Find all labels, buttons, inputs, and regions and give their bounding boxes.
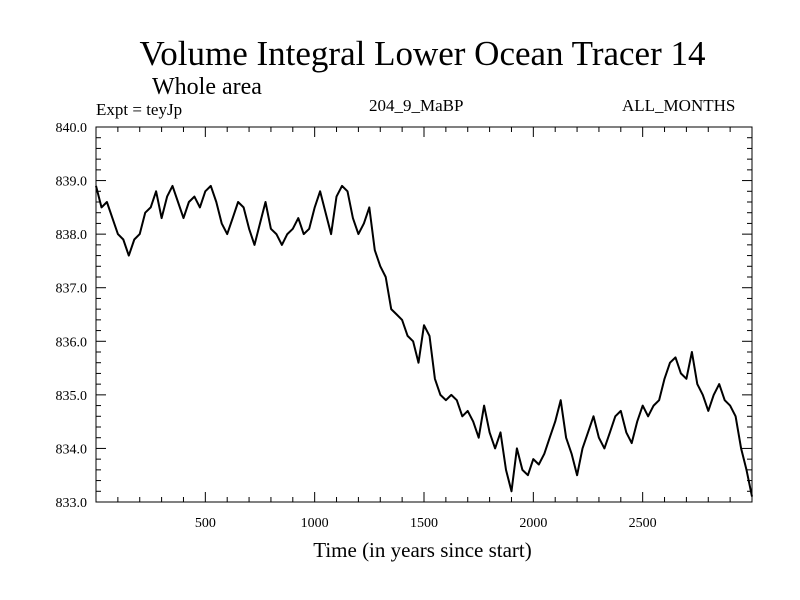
chart-subtitle: Whole area	[152, 74, 262, 100]
x-tick-label: 2500	[629, 516, 657, 531]
x-tick-label: 1000	[301, 516, 329, 531]
x-tick-label: 500	[195, 516, 216, 531]
y-tick-label: 838.0	[56, 228, 88, 243]
y-tick-label: 835.0	[56, 389, 88, 404]
chart-title: Volume Integral Lower Ocean Tracer 14	[139, 34, 706, 73]
months-label: ALL_MONTHS	[622, 96, 736, 115]
axis-tick-labels: 500 1000 1500 2000 2500 833.0 834.0 835.0 836.0 8…	[56, 121, 657, 531]
x-axis-label: Time (in years since start)	[313, 538, 532, 562]
y-tick-label: 836.0	[56, 335, 88, 350]
y-tick-label: 834.0	[56, 442, 88, 457]
y-tick-label: 833.0	[56, 496, 88, 511]
y-tick-label: 837.0	[56, 282, 88, 297]
y-tick-label: 840.0	[56, 121, 88, 136]
experiment-label: Expt = teyJp	[96, 100, 183, 119]
y-tick-label: 839.0	[56, 175, 88, 190]
axis-ticks	[96, 126, 752, 503]
x-tick-label: 1500	[410, 516, 438, 531]
plot-frame	[95, 126, 753, 503]
data-series-line	[95, 184, 753, 497]
run-label: 204_9_MaBP	[369, 96, 464, 115]
x-tick-label: 2000	[519, 516, 547, 531]
